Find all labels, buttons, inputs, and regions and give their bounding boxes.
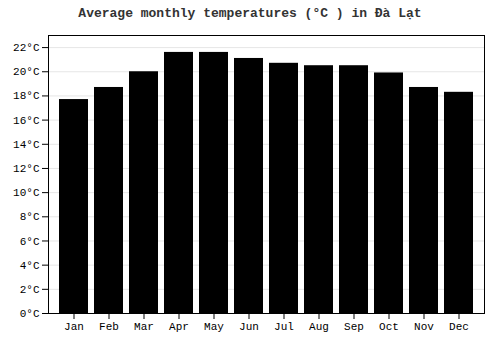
- svg-text:Aug: Aug: [309, 321, 329, 333]
- svg-text:Feb: Feb: [99, 321, 119, 333]
- svg-text:6°C: 6°C: [20, 235, 40, 247]
- svg-text:16°C: 16°C: [13, 115, 40, 127]
- svg-text:Oct: Oct: [379, 321, 399, 333]
- svg-text:Sep: Sep: [344, 321, 364, 333]
- svg-text:8°C: 8°C: [20, 211, 40, 223]
- html-text:Average monthly temperatures (: Average monthly temperatures (°C ) in Đà…: [78, 6, 422, 21]
- svg-text:Nov: Nov: [414, 321, 434, 333]
- svg-text:4°C: 4°C: [20, 260, 40, 272]
- svg-text:Jun: Jun: [239, 321, 259, 333]
- svg-text:2°C: 2°C: [20, 284, 40, 296]
- svg-text:12°C: 12°C: [13, 163, 40, 175]
- svg-text:Jul: Jul: [274, 321, 294, 333]
- svg-text:20°C: 20°C: [13, 66, 40, 78]
- svg-text:22°C: 22°C: [13, 42, 40, 54]
- svg-text:Mar: Mar: [134, 321, 154, 333]
- svg-text:Jan: Jan: [64, 321, 84, 333]
- svg-text:18°C: 18°C: [13, 90, 40, 102]
- svg-text:0°C: 0°C: [20, 308, 40, 320]
- svg-text:Dec: Dec: [449, 321, 469, 333]
- svg-text:14°C: 14°C: [13, 139, 40, 151]
- svg-text:Apr: Apr: [169, 321, 189, 333]
- svg-text:May: May: [204, 321, 224, 333]
- svg-text:10°C: 10°C: [13, 187, 40, 199]
